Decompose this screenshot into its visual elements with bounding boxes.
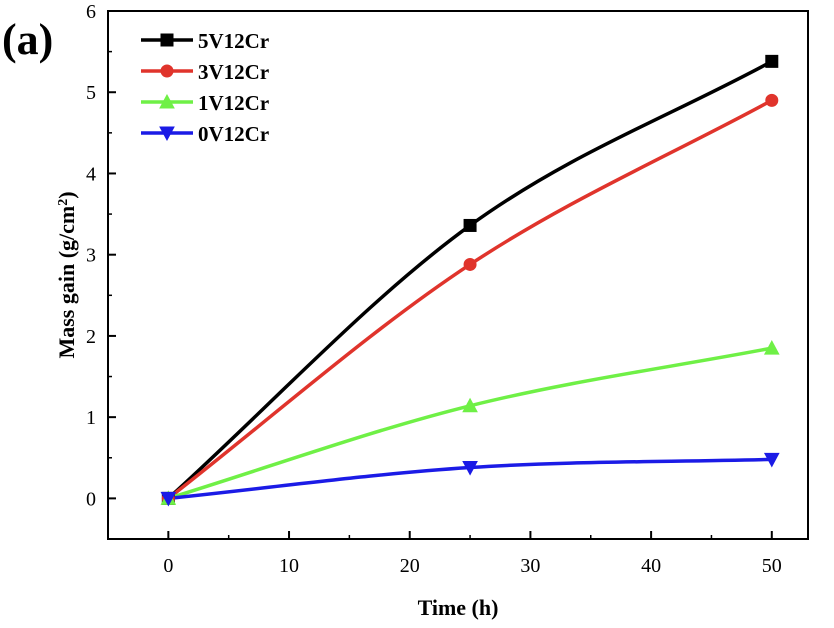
legend-marker-3v12cr (160, 64, 174, 78)
data-point-5v12cr (463, 218, 477, 232)
x-tick-label: 30 (520, 555, 540, 577)
legend-label-3v12cr: 3V12Cr (198, 60, 269, 84)
data-point-3v12cr (765, 93, 779, 107)
data-point-5v12cr (765, 54, 779, 68)
x-tick-label: 40 (641, 555, 661, 577)
y-tick-label: 0 (86, 488, 96, 510)
data-point-1v12cr (763, 340, 780, 355)
legend-label-0v12cr: 0V12Cr (198, 122, 269, 146)
legend-marker-5v12cr (160, 33, 174, 47)
series-line-3v12cr (167, 98, 773, 500)
legend-marker-1v12cr (159, 93, 175, 109)
y-tick-label: 4 (86, 163, 96, 185)
y-axis-title: Mass gain (g/cm2) (54, 191, 79, 358)
legend-label-5v12cr: 5V12Cr (198, 29, 269, 53)
y-tick-label: 6 (86, 1, 96, 23)
data-point-3v12cr (463, 257, 477, 271)
data-point-0v12cr (462, 461, 478, 476)
x-tick-label: 0 (163, 555, 173, 577)
y-tick-label: 3 (86, 245, 96, 267)
x-axis-title: Time (h) (418, 595, 499, 620)
legend-marker-0v12cr (159, 126, 175, 142)
y-tick-label: 5 (86, 82, 96, 104)
x-tick-label: 20 (400, 555, 420, 577)
y-tick-label: 2 (86, 326, 96, 348)
series-line-1v12cr (167, 346, 773, 501)
x-tick-label: 10 (279, 555, 299, 577)
data-point-0v12cr (763, 452, 780, 468)
x-tick-label: 50 (762, 555, 782, 577)
plot-frame (107, 10, 809, 540)
data-point-0v12cr (160, 491, 177, 507)
y-tick-label: 1 (86, 407, 96, 429)
panel-label: (a) (2, 15, 54, 64)
data-point-1v12cr (462, 397, 478, 413)
legend-label-1v12cr: 1V12Cr (198, 91, 269, 115)
